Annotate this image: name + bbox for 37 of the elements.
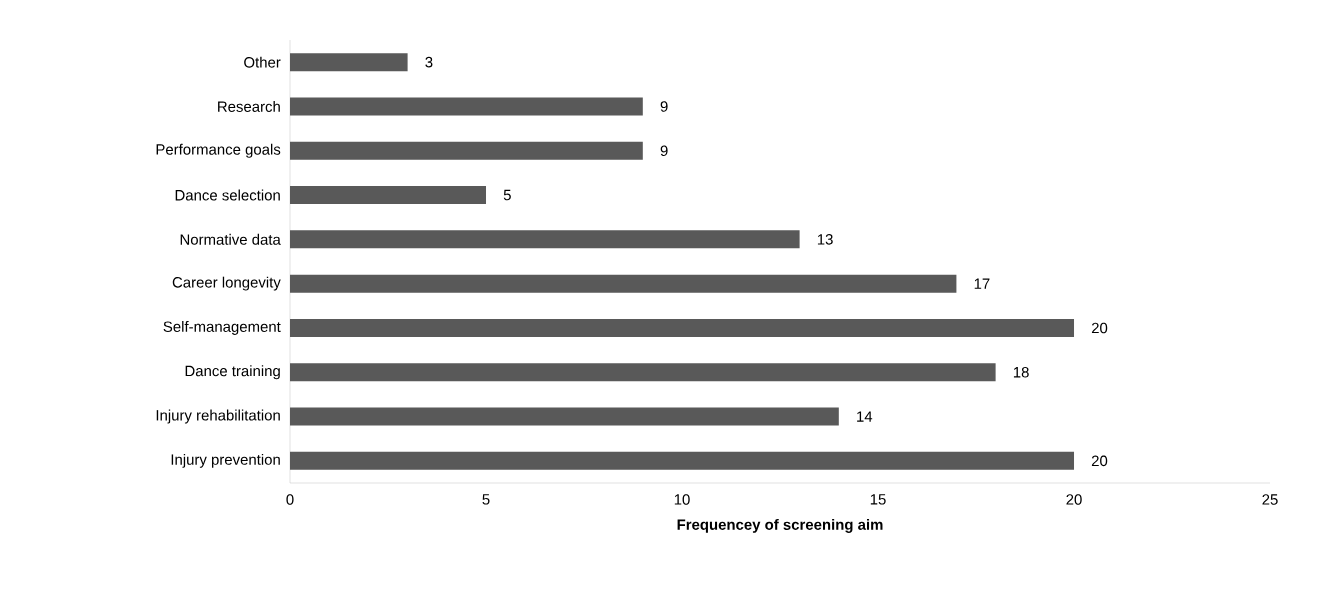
bar <box>290 53 408 72</box>
x-tick-label: 20 <box>1066 494 1082 505</box>
y-tick-label: Injury prevention <box>171 453 280 468</box>
bar <box>290 274 957 293</box>
y-tick-label: Career longevity <box>172 276 281 291</box>
x-tick-label: 5 <box>482 494 490 505</box>
data-label: 3 <box>425 56 433 68</box>
bar <box>290 230 800 249</box>
x-axis-title: Frequencey of screening aim <box>677 518 883 533</box>
y-tick-label: Dance training <box>185 365 280 380</box>
data-label: 14 <box>857 411 873 422</box>
x-tick-label: 0 <box>286 494 294 505</box>
bar <box>290 318 1075 337</box>
data-label: 9 <box>660 145 668 157</box>
data-label: 9 <box>660 101 668 112</box>
y-tick-label: Injury rehabilitation <box>156 409 280 424</box>
y-tick-label: Self-management <box>163 320 281 335</box>
data-label: 20 <box>1091 455 1108 467</box>
y-tick-label: Other <box>244 56 281 68</box>
y-tick-label: Research <box>218 100 280 112</box>
x-tick-label: 10 <box>674 494 690 505</box>
y-tick-label: Normative data <box>180 233 281 245</box>
bar <box>290 363 996 382</box>
data-label: 13 <box>817 234 833 245</box>
bar <box>290 407 839 426</box>
data-label: 5 <box>503 189 511 201</box>
data-label: 20 <box>1091 322 1108 334</box>
bar <box>290 97 643 116</box>
y-tick-label: Dance selection <box>175 189 280 201</box>
x-tick-label: 15 <box>870 494 886 505</box>
data-label: 18 <box>1013 366 1029 378</box>
y-tick-label: Performance goals <box>156 143 281 158</box>
x-tick-label: 25 <box>1262 494 1278 505</box>
bar <box>290 186 486 205</box>
data-label: 17 <box>974 278 990 289</box>
bar <box>290 451 1075 470</box>
bar <box>290 141 643 160</box>
